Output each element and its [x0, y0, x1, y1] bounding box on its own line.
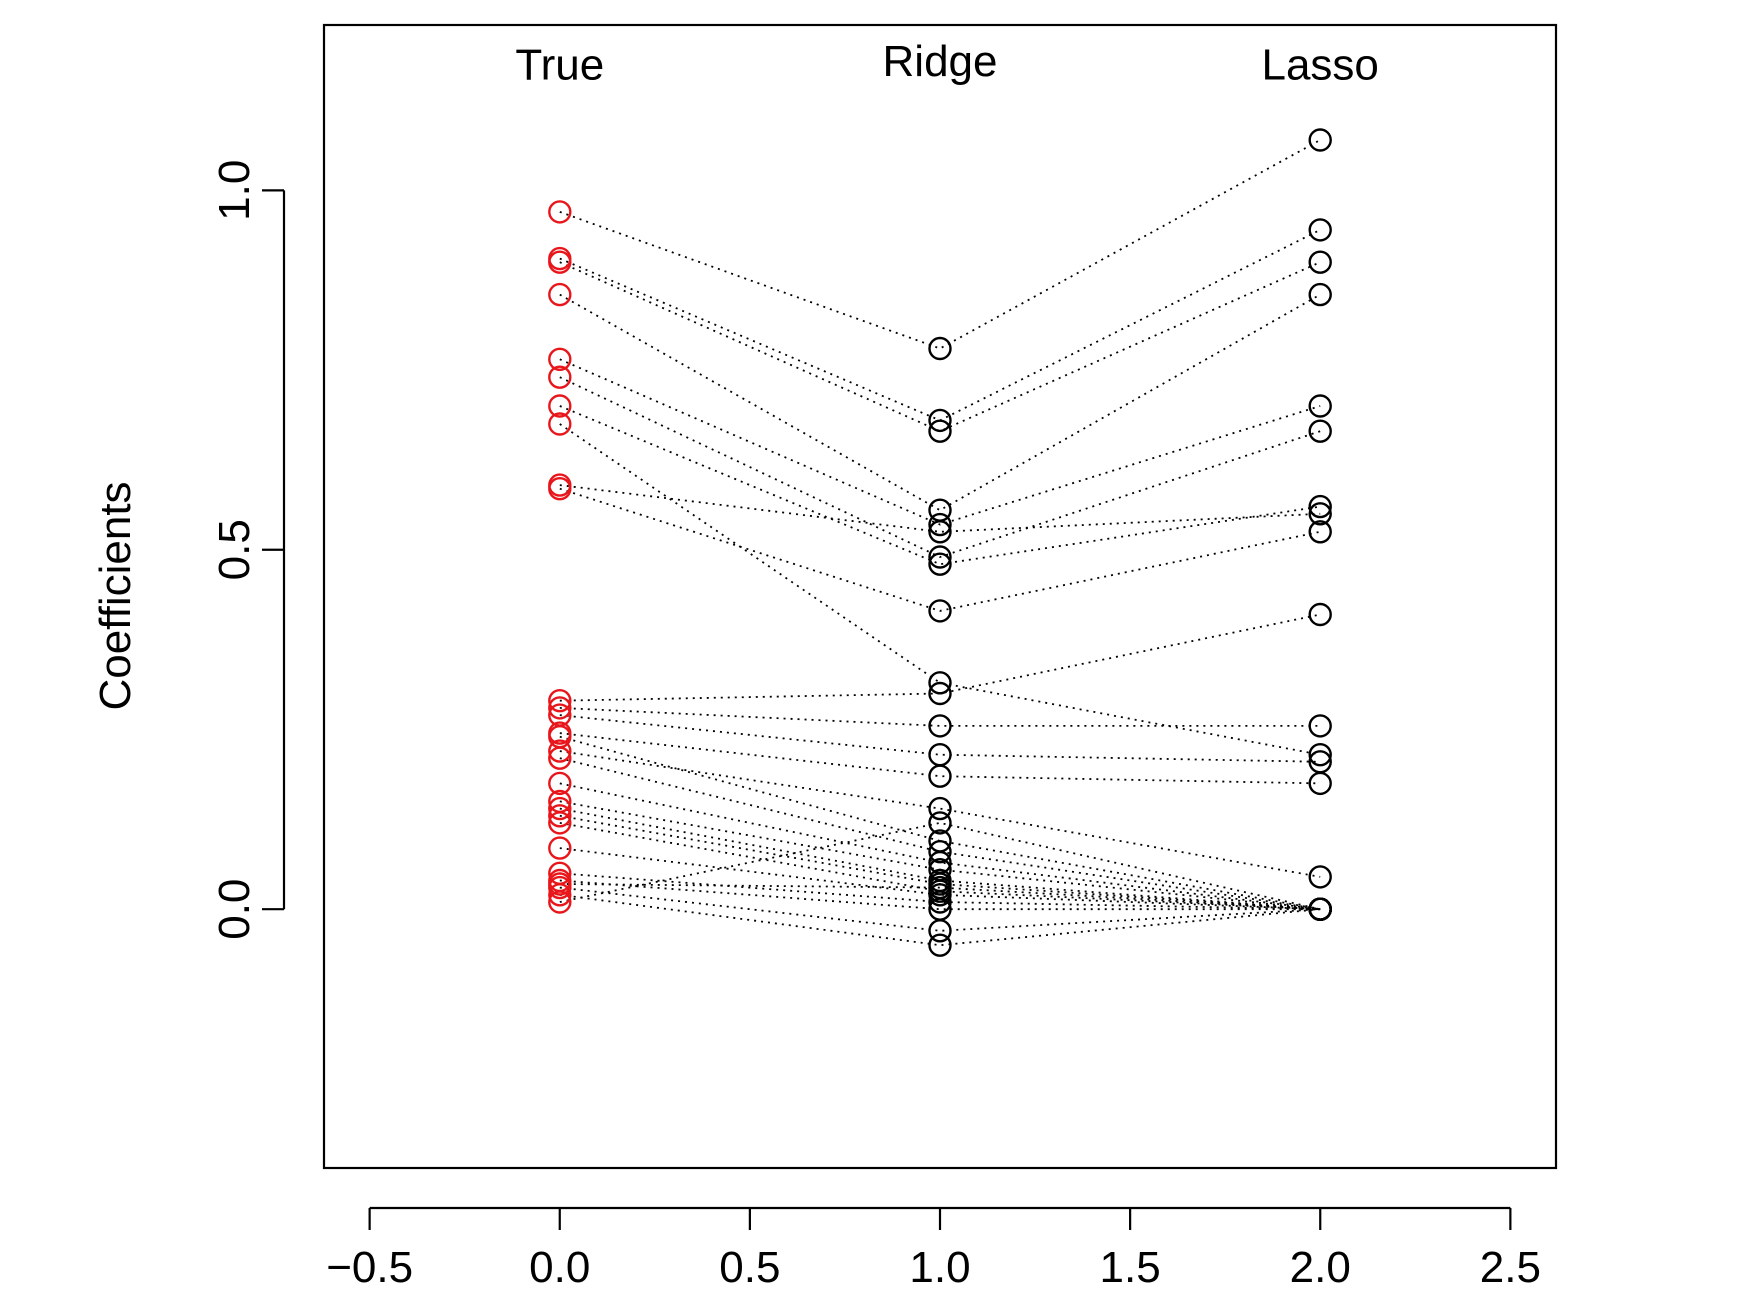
connector-line: [559, 886, 1321, 932]
y-axis: 0.0 0.5 1.0: [210, 160, 286, 940]
connector-line: [559, 229, 1321, 422]
point-ridge: [928, 883, 952, 907]
point-true: [548, 746, 572, 770]
point-ridge: [928, 919, 952, 943]
point-true: [548, 200, 572, 224]
point-ridge: [928, 408, 952, 433]
column-labels: True Ridge Lasso: [515, 37, 1379, 90]
point-ridge: [928, 671, 952, 695]
point-true: [548, 811, 572, 835]
point-true: [548, 394, 572, 418]
point-ridge: [928, 743, 952, 767]
x-tick-label: 1.5: [1100, 1243, 1161, 1292]
connector-line: [559, 822, 1321, 911]
connector-line: [559, 293, 1321, 512]
connector-line: [559, 879, 1321, 911]
point-true: [548, 250, 572, 274]
point-true: [548, 796, 572, 821]
connector-line: [559, 613, 1321, 702]
connector-line: [559, 872, 1321, 911]
point-lasso: [1308, 897, 1332, 921]
connector-line: [559, 261, 1321, 433]
point-ridge: [928, 681, 952, 706]
point-true: [548, 836, 572, 860]
connector-line: [559, 735, 1321, 911]
column-label: Lasso: [1261, 41, 1378, 90]
point-lasso: [1308, 218, 1332, 242]
point-ridge: [928, 840, 952, 864]
data-points: [548, 128, 1332, 957]
point-true: [548, 875, 572, 900]
point-true: [548, 689, 572, 713]
point-ridge: [928, 520, 952, 544]
point-ridge: [928, 796, 952, 821]
point-ridge: [928, 811, 952, 835]
point-lasso: [1308, 128, 1332, 152]
connector-line: [559, 707, 1321, 727]
connector-line: [559, 139, 1321, 350]
x-tick-label: 0.0: [529, 1243, 590, 1292]
point-true: [548, 804, 572, 828]
y-axis-title: Coefficients: [91, 481, 140, 710]
point-lasso: [1308, 743, 1332, 767]
point-lasso: [1308, 602, 1332, 627]
point-ridge: [928, 933, 952, 957]
connector-line: [559, 714, 1321, 763]
connector-line: [559, 883, 1321, 911]
x-tick-label: −0.5: [326, 1243, 413, 1292]
connector-lines: [559, 139, 1321, 947]
point-ridge: [928, 545, 952, 569]
point-ridge: [928, 512, 952, 537]
point-true: [548, 347, 572, 371]
x-axis: −0.5 0.0 0.5 1.0 1.5 2.0 2.5: [326, 1206, 1541, 1292]
point-ridge: [928, 875, 952, 900]
point-lasso: [1308, 394, 1332, 418]
point-lasso: [1308, 520, 1332, 544]
point-lasso: [1308, 771, 1332, 796]
connector-line: [559, 732, 1321, 785]
y-tick-label: 0.5: [210, 519, 259, 580]
x-tick-label: 0.5: [719, 1243, 780, 1292]
point-lasso: [1308, 282, 1332, 307]
point-true: [548, 883, 572, 907]
y-tick-label: 0.0: [210, 879, 259, 940]
plot-frame: [322, 23, 1558, 1170]
point-true: [548, 365, 572, 389]
connector-line: [559, 800, 1321, 911]
point-lasso: [1308, 494, 1332, 519]
column-label: True: [515, 41, 604, 90]
column-label: Ridge: [883, 37, 998, 86]
point-lasso: [1308, 714, 1332, 738]
point-ridge: [928, 419, 952, 443]
point-true: [548, 771, 572, 796]
x-tick-label: 1.0: [909, 1243, 970, 1292]
connector-line: [559, 893, 1321, 947]
y-tick-label: 1.0: [210, 160, 259, 221]
point-lasso: [1308, 250, 1332, 274]
point-true: [548, 739, 572, 763]
connector-line: [559, 487, 1321, 612]
connector-line: [559, 358, 1321, 526]
point-ridge: [928, 764, 952, 788]
point-ridge: [928, 890, 952, 914]
point-ridge: [928, 336, 952, 361]
point-lasso: [1308, 865, 1332, 889]
point-lasso: [1308, 419, 1332, 443]
connector-line: [559, 376, 1321, 558]
point-ridge: [928, 599, 952, 623]
connector-line: [559, 847, 1321, 911]
point-true: [548, 412, 572, 436]
connector-line: [559, 484, 1321, 533]
point-ridge: [928, 714, 952, 738]
point-true: [548, 890, 572, 914]
point-true: [548, 477, 572, 501]
point-true: [548, 696, 572, 720]
point-lasso: [1308, 502, 1332, 526]
x-tick-label: 2.0: [1290, 1243, 1351, 1292]
x-tick-label: 2.5: [1480, 1243, 1541, 1292]
point-ridge: [928, 552, 952, 576]
point-true: [548, 282, 572, 307]
connector-line: [559, 821, 1321, 911]
